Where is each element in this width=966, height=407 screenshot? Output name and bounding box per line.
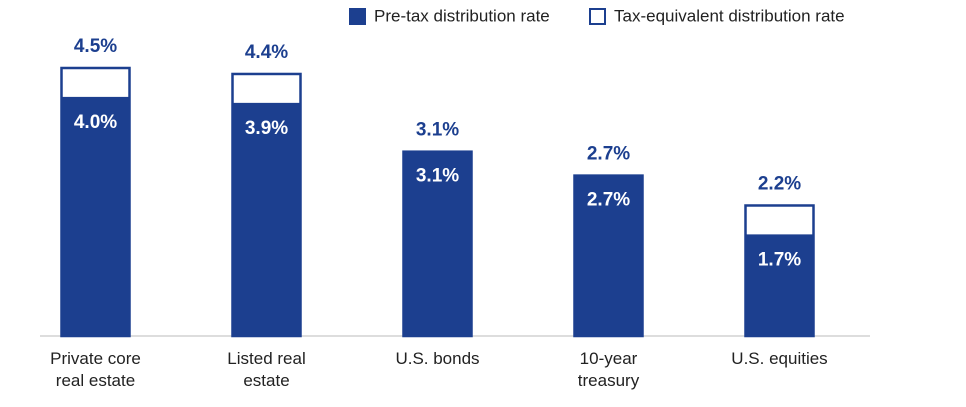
bar	[744, 234, 815, 336]
value-label: 2.2%	[758, 174, 801, 195]
legend-swatch	[349, 8, 366, 25]
value-label: 3.1%	[416, 166, 459, 187]
value-label: 1.7%	[758, 249, 801, 270]
bar	[573, 174, 644, 336]
value-label: 2.7%	[587, 144, 630, 165]
x-tick-label: U.S. equities	[731, 349, 828, 368]
value-label: 3.9%	[245, 118, 288, 139]
value-label: 2.7%	[587, 190, 630, 211]
legend-label: Pre-tax distribution rate	[374, 6, 550, 25]
bar	[60, 96, 131, 336]
x-tick-label: U.S. bonds	[395, 349, 480, 368]
x-tick-label: Listed real estate	[227, 349, 306, 390]
bar	[231, 102, 302, 336]
value-label: 3.1%	[416, 120, 459, 141]
legend-label: Tax-equivalent distribution rate	[614, 6, 845, 25]
legend-swatch	[589, 8, 606, 25]
value-label: 4.0%	[74, 112, 117, 133]
value-label: 4.5%	[74, 36, 117, 57]
bar	[402, 150, 473, 336]
x-tick-label: 10-year treasury	[577, 349, 640, 390]
value-label: 4.4%	[245, 42, 288, 63]
x-tick-label: Private core real estate	[50, 349, 141, 390]
